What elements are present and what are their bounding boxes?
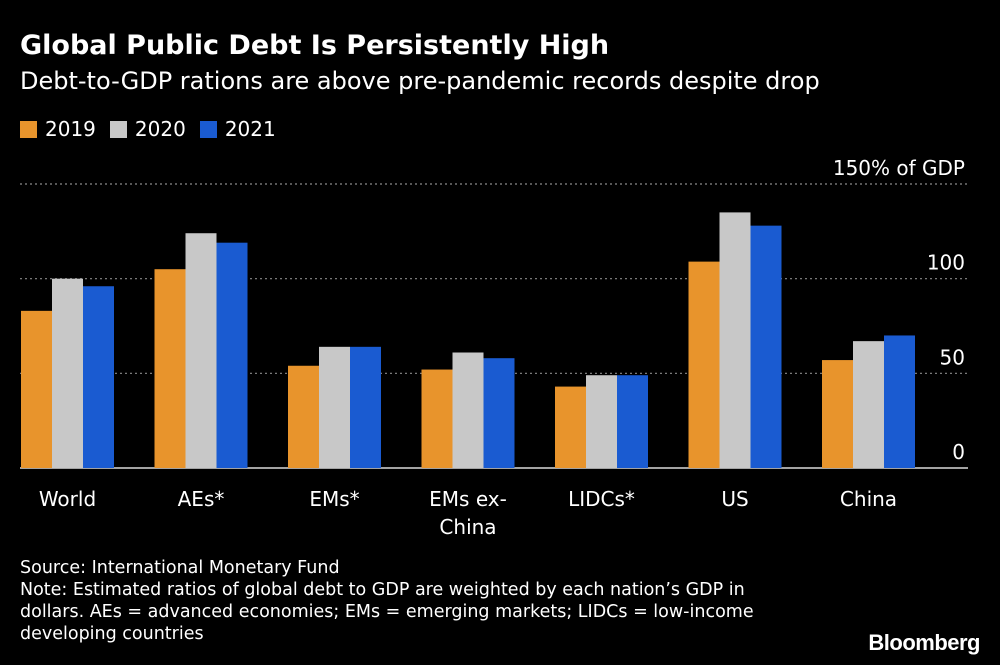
note-line: Note: Estimated ratios of global debt to… <box>20 580 745 600</box>
bar-2020 <box>719 212 751 468</box>
bar-2019 <box>154 269 186 468</box>
bar-2020 <box>452 352 484 468</box>
bar-2021 <box>884 335 915 468</box>
bar-2020 <box>319 346 350 468</box>
note-line: dollars. AEs = advanced economies; EMs =… <box>20 602 754 622</box>
x-tick-label: AEs* <box>178 487 225 511</box>
bar-2019 <box>822 360 853 468</box>
bar-2020 <box>52 278 83 468</box>
legend-item-2020: 2020 <box>109 117 186 141</box>
bar-2021 <box>83 286 114 468</box>
legend-swatch-2019 <box>20 120 37 138</box>
bar-2019 <box>21 310 52 468</box>
x-tick-label: China <box>840 487 897 511</box>
bar-2021 <box>216 242 248 468</box>
x-tick-label: World <box>39 487 96 511</box>
chart-title: Global Public Debt Is Persistently High <box>20 30 610 61</box>
legend-item-2019: 2019 <box>20 117 96 141</box>
bar-2021 <box>750 225 782 468</box>
legend-label-2020: 2020 <box>134 117 186 141</box>
bar-2019 <box>688 261 720 468</box>
source-note: Source: International Monetary Fund <box>20 558 340 578</box>
bloomberg-logo: Bloomberg <box>868 630 980 655</box>
bar-2021 <box>617 375 648 468</box>
bar-2019 <box>288 365 319 468</box>
y-tick-label: 100 <box>927 251 965 275</box>
y-tick-label: 150% of GDP <box>833 156 965 180</box>
y-tick-label: 50 <box>940 345 965 369</box>
legend-swatch-2020 <box>109 120 127 138</box>
legend-item-2021: 2021 <box>199 117 276 141</box>
x-tick-label: EMs ex- <box>429 487 507 511</box>
legend-label-2021: 2021 <box>224 117 276 141</box>
bar-2020 <box>185 233 217 468</box>
note-line: developing countries <box>20 624 204 644</box>
x-tick-label: LIDCs* <box>568 487 635 511</box>
bar-2020 <box>853 341 884 468</box>
bar-2019 <box>555 386 586 468</box>
bar-2020 <box>586 375 617 468</box>
x-tick-label: China <box>439 515 496 539</box>
legend-label-2019: 2019 <box>45 117 96 141</box>
bar-2021 <box>350 346 381 468</box>
x-tick-label: US <box>721 487 748 511</box>
legend: 2019 2020 2021 <box>20 117 276 141</box>
chart-subtitle: Debt-to-GDP rations are above pre-pandem… <box>20 67 820 95</box>
y-tick-label: 0 <box>952 440 965 464</box>
legend-swatch-2021 <box>199 120 217 138</box>
bar-2021 <box>483 358 515 468</box>
bar-2019 <box>421 369 453 468</box>
footer: Source: International Monetary Fund Note… <box>20 557 840 645</box>
x-tick-label: EMs* <box>309 487 359 511</box>
